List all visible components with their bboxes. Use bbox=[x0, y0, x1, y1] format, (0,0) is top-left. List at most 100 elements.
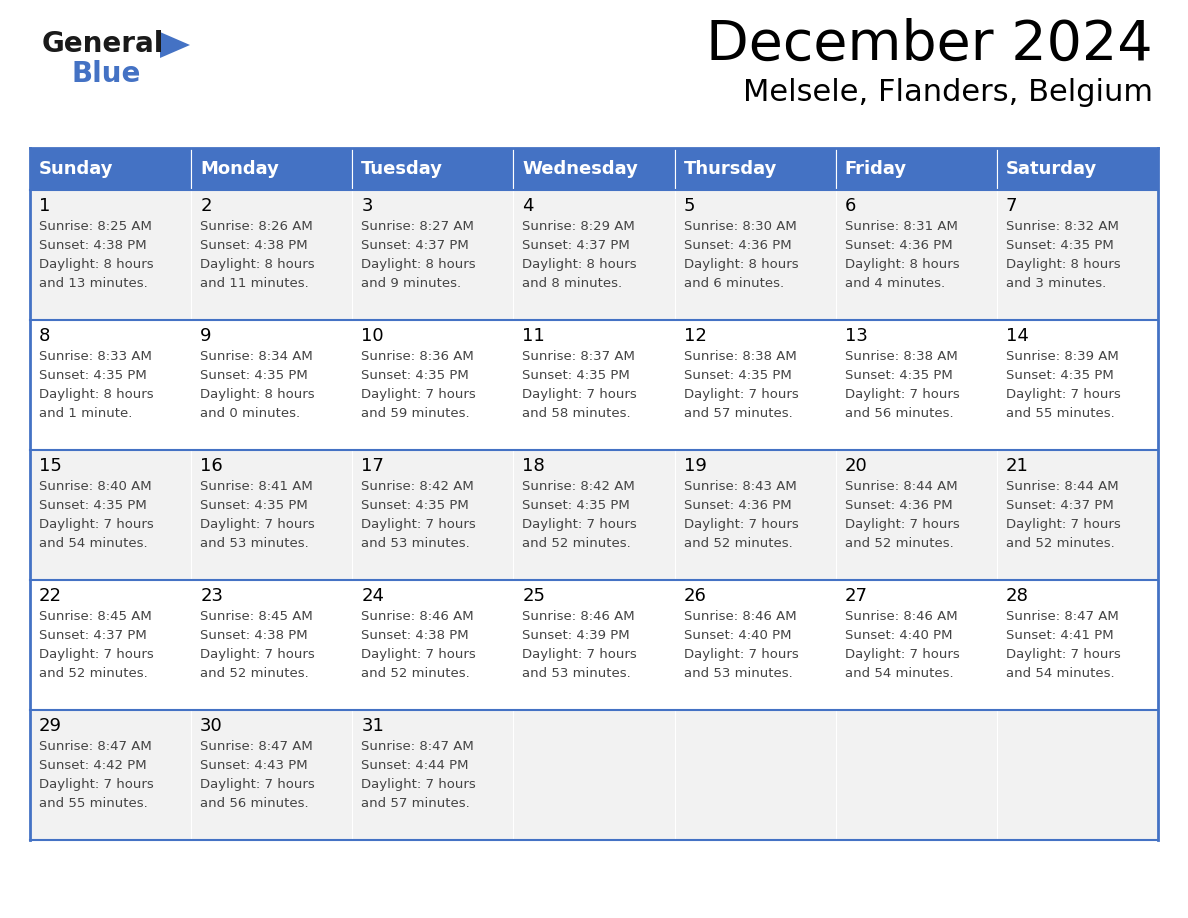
Bar bbox=[353, 450, 513, 580]
Text: and 53 minutes.: and 53 minutes. bbox=[523, 667, 631, 680]
Text: Sunrise: 8:29 AM: Sunrise: 8:29 AM bbox=[523, 220, 636, 233]
Text: 30: 30 bbox=[200, 717, 223, 735]
Text: Sunset: 4:35 PM: Sunset: 4:35 PM bbox=[1006, 239, 1113, 252]
Text: 23: 23 bbox=[200, 587, 223, 605]
Text: 3: 3 bbox=[361, 197, 373, 215]
Text: 7: 7 bbox=[1006, 197, 1017, 215]
Text: Sunset: 4:36 PM: Sunset: 4:36 PM bbox=[683, 239, 791, 252]
Text: and 54 minutes.: and 54 minutes. bbox=[1006, 667, 1114, 680]
Text: Daylight: 7 hours: Daylight: 7 hours bbox=[683, 648, 798, 661]
Text: Sunset: 4:37 PM: Sunset: 4:37 PM bbox=[361, 239, 469, 252]
Text: 12: 12 bbox=[683, 327, 707, 345]
Text: 4: 4 bbox=[523, 197, 533, 215]
Bar bbox=[835, 190, 997, 320]
Bar bbox=[997, 320, 1158, 450]
Text: and 0 minutes.: and 0 minutes. bbox=[200, 407, 301, 420]
Text: and 55 minutes.: and 55 minutes. bbox=[1006, 407, 1114, 420]
Text: Friday: Friday bbox=[845, 160, 906, 178]
Text: Daylight: 7 hours: Daylight: 7 hours bbox=[1006, 518, 1120, 531]
Text: Daylight: 8 hours: Daylight: 8 hours bbox=[39, 388, 153, 401]
Text: Sunset: 4:35 PM: Sunset: 4:35 PM bbox=[361, 369, 469, 382]
Text: 11: 11 bbox=[523, 327, 545, 345]
Text: 18: 18 bbox=[523, 457, 545, 475]
Text: Sunset: 4:37 PM: Sunset: 4:37 PM bbox=[1006, 499, 1113, 512]
Text: Daylight: 7 hours: Daylight: 7 hours bbox=[200, 518, 315, 531]
Text: Daylight: 7 hours: Daylight: 7 hours bbox=[523, 388, 637, 401]
Text: Sunset: 4:38 PM: Sunset: 4:38 PM bbox=[200, 629, 308, 642]
Text: Sunrise: 8:38 AM: Sunrise: 8:38 AM bbox=[845, 350, 958, 363]
Bar bbox=[191, 450, 353, 580]
Text: Sunrise: 8:45 AM: Sunrise: 8:45 AM bbox=[39, 610, 152, 623]
Text: 13: 13 bbox=[845, 327, 867, 345]
Text: Daylight: 8 hours: Daylight: 8 hours bbox=[361, 258, 476, 271]
Text: Sunrise: 8:44 AM: Sunrise: 8:44 AM bbox=[1006, 480, 1118, 493]
Bar bbox=[513, 580, 675, 710]
Bar bbox=[835, 580, 997, 710]
Text: Sunset: 4:36 PM: Sunset: 4:36 PM bbox=[683, 499, 791, 512]
Text: 25: 25 bbox=[523, 587, 545, 605]
Bar bbox=[30, 148, 191, 190]
Text: and 53 minutes.: and 53 minutes. bbox=[683, 667, 792, 680]
Polygon shape bbox=[160, 32, 190, 58]
Text: Sunset: 4:36 PM: Sunset: 4:36 PM bbox=[845, 499, 953, 512]
Bar bbox=[835, 320, 997, 450]
Text: and 8 minutes.: and 8 minutes. bbox=[523, 277, 623, 290]
Bar bbox=[675, 580, 835, 710]
Text: Sunrise: 8:26 AM: Sunrise: 8:26 AM bbox=[200, 220, 312, 233]
Text: Sunset: 4:43 PM: Sunset: 4:43 PM bbox=[200, 759, 308, 772]
Text: Monday: Monday bbox=[200, 160, 279, 178]
Text: Sunrise: 8:41 AM: Sunrise: 8:41 AM bbox=[200, 480, 312, 493]
Text: Sunrise: 8:46 AM: Sunrise: 8:46 AM bbox=[845, 610, 958, 623]
Bar bbox=[835, 450, 997, 580]
Text: Daylight: 7 hours: Daylight: 7 hours bbox=[845, 648, 960, 661]
Bar bbox=[997, 148, 1158, 190]
Bar bbox=[675, 450, 835, 580]
Text: 24: 24 bbox=[361, 587, 384, 605]
Bar bbox=[997, 190, 1158, 320]
Text: Daylight: 7 hours: Daylight: 7 hours bbox=[523, 648, 637, 661]
Text: and 56 minutes.: and 56 minutes. bbox=[845, 407, 953, 420]
Bar bbox=[997, 580, 1158, 710]
Text: and 3 minutes.: and 3 minutes. bbox=[1006, 277, 1106, 290]
Text: 9: 9 bbox=[200, 327, 211, 345]
Bar bbox=[353, 320, 513, 450]
Text: 20: 20 bbox=[845, 457, 867, 475]
Text: Sunset: 4:40 PM: Sunset: 4:40 PM bbox=[845, 629, 953, 642]
Text: and 57 minutes.: and 57 minutes. bbox=[361, 797, 470, 810]
Text: 5: 5 bbox=[683, 197, 695, 215]
Text: 14: 14 bbox=[1006, 327, 1029, 345]
Text: Daylight: 8 hours: Daylight: 8 hours bbox=[200, 388, 315, 401]
Text: and 59 minutes.: and 59 minutes. bbox=[361, 407, 470, 420]
Text: Daylight: 8 hours: Daylight: 8 hours bbox=[200, 258, 315, 271]
Text: 15: 15 bbox=[39, 457, 62, 475]
Bar bbox=[835, 148, 997, 190]
Text: Daylight: 7 hours: Daylight: 7 hours bbox=[361, 388, 476, 401]
Text: 1: 1 bbox=[39, 197, 50, 215]
Text: Daylight: 7 hours: Daylight: 7 hours bbox=[39, 648, 153, 661]
Text: Sunrise: 8:36 AM: Sunrise: 8:36 AM bbox=[361, 350, 474, 363]
Text: December 2024: December 2024 bbox=[707, 18, 1154, 72]
Text: Sunrise: 8:44 AM: Sunrise: 8:44 AM bbox=[845, 480, 958, 493]
Bar bbox=[30, 450, 191, 580]
Text: Daylight: 8 hours: Daylight: 8 hours bbox=[845, 258, 960, 271]
Text: Sunrise: 8:47 AM: Sunrise: 8:47 AM bbox=[39, 740, 152, 753]
Text: Sunrise: 8:32 AM: Sunrise: 8:32 AM bbox=[1006, 220, 1119, 233]
Text: and 52 minutes.: and 52 minutes. bbox=[1006, 537, 1114, 550]
Text: Sunrise: 8:42 AM: Sunrise: 8:42 AM bbox=[523, 480, 636, 493]
Text: Sunset: 4:35 PM: Sunset: 4:35 PM bbox=[39, 499, 147, 512]
Text: Sunset: 4:35 PM: Sunset: 4:35 PM bbox=[361, 499, 469, 512]
Text: Melsele, Flanders, Belgium: Melsele, Flanders, Belgium bbox=[742, 78, 1154, 107]
Text: Sunset: 4:35 PM: Sunset: 4:35 PM bbox=[1006, 369, 1113, 382]
Text: Sunrise: 8:45 AM: Sunrise: 8:45 AM bbox=[200, 610, 312, 623]
Bar bbox=[675, 148, 835, 190]
Bar bbox=[191, 710, 353, 840]
Bar bbox=[353, 190, 513, 320]
Text: Blue: Blue bbox=[72, 60, 141, 88]
Text: Wednesday: Wednesday bbox=[523, 160, 638, 178]
Text: Daylight: 7 hours: Daylight: 7 hours bbox=[39, 518, 153, 531]
Text: Sunset: 4:35 PM: Sunset: 4:35 PM bbox=[523, 499, 630, 512]
Text: Sunrise: 8:40 AM: Sunrise: 8:40 AM bbox=[39, 480, 152, 493]
Text: and 6 minutes.: and 6 minutes. bbox=[683, 277, 784, 290]
Text: and 52 minutes.: and 52 minutes. bbox=[845, 537, 954, 550]
Text: Sunrise: 8:25 AM: Sunrise: 8:25 AM bbox=[39, 220, 152, 233]
